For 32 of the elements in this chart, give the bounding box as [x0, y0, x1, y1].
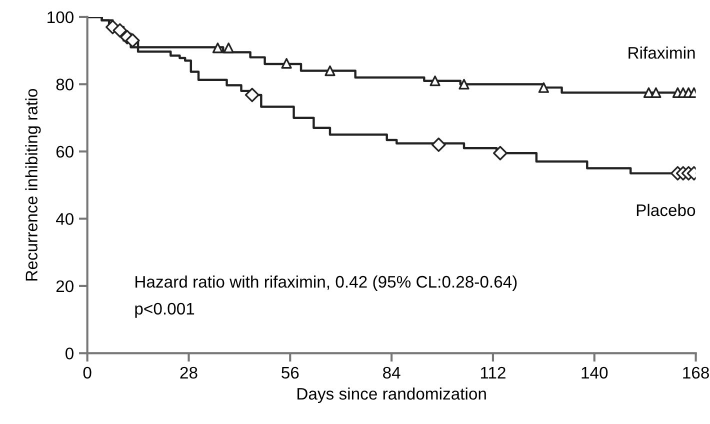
point: [324, 65, 336, 76]
y-tick-label: 20: [56, 280, 74, 292]
x-tick-label: 168: [683, 366, 709, 379]
y-axis-title: Recurrence inhibiting ratio: [25, 88, 41, 281]
point: [125, 33, 140, 48]
x-tick-label: 112: [480, 366, 506, 378]
point: [112, 23, 128, 38]
point: [493, 146, 508, 160]
series-label: Placebo: [636, 204, 696, 216]
y-tick-label: 0: [66, 348, 74, 360]
point: [281, 58, 292, 69]
x-tick-label: 84: [383, 366, 400, 379]
text: Rifaximin: [628, 46, 695, 59]
point: [212, 42, 224, 54]
point: [430, 76, 440, 86]
x-axis-title: Days since randomization: [298, 387, 486, 404]
annotation: Hazard ratio with rifaximin, 0.42 (95% CL:0.28-0.64): [136, 275, 517, 292]
point: [223, 42, 234, 54]
x-tick-label: 0: [83, 366, 92, 379]
point: [650, 87, 662, 98]
point: [538, 82, 550, 93]
y-tick-label: 100: [48, 11, 74, 24]
annotation: p<0.001: [135, 302, 194, 318]
x-tick-label: 56: [282, 366, 299, 379]
point: [431, 138, 446, 152]
x-tick-label: 28: [180, 366, 198, 379]
point: [244, 88, 260, 102]
y-tick-label: 40: [56, 213, 74, 225]
point: [458, 78, 470, 90]
x-tick-label: 140: [582, 366, 608, 379]
y-tick-label: 80: [56, 78, 74, 90]
y-tick-label: 60: [56, 146, 74, 158]
